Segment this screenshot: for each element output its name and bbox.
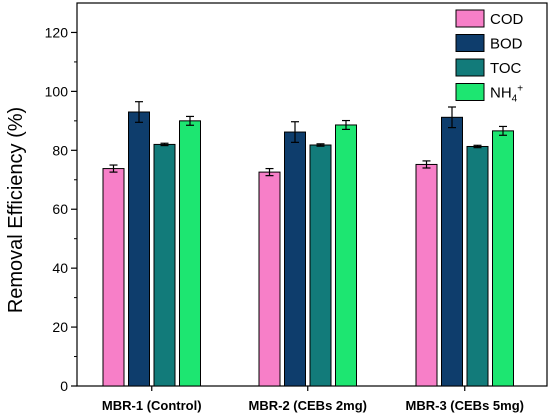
y-tick-label: 40 (52, 260, 68, 276)
legend: COD BOD TOC NH4+ (455, 9, 524, 105)
bar-toc (309, 144, 332, 387)
bar-bod (441, 116, 463, 387)
y-tick-label: 60 (52, 201, 68, 217)
bar-toc (466, 145, 489, 387)
bar-cod (415, 163, 438, 387)
legend-label: BOD (490, 36, 523, 53)
legend-label: NH4+ (490, 84, 523, 105)
y-tick-label: 120 (45, 24, 69, 40)
legend-label: COD (490, 11, 524, 28)
bar-cod (102, 168, 125, 387)
x-tick-label: MBR-2 (CEBs 2mg) (249, 398, 367, 413)
legend-label: TOC (490, 60, 522, 77)
y-tick-label: 20 (52, 319, 68, 335)
bar-cod (258, 171, 281, 387)
legend-label-base: NH (490, 85, 512, 102)
legend-swatch (455, 34, 485, 52)
bar-bod (284, 131, 306, 387)
bar-toc (153, 143, 176, 387)
x-tick-label: MBR-3 (CEBs 5mg) (406, 398, 524, 413)
bar-nh4 (492, 130, 514, 387)
legend-swatch (455, 9, 485, 28)
legend-label-subscript: 4 (512, 94, 518, 105)
bar-bod (128, 111, 150, 387)
legend-swatch (455, 83, 485, 101)
x-tick-label: MBR-1 (Control) (102, 398, 202, 413)
bars-group (102, 101, 514, 387)
y-axis-title: Removal Efficiency (%) (5, 107, 27, 313)
y-tick-label: 100 (45, 83, 69, 99)
y-axis: 0 20 40 60 80 100 120 (45, 24, 77, 394)
y-tick-label: 80 (52, 142, 68, 158)
legend-label-superscript: + (517, 84, 523, 95)
x-axis: MBR-1 (Control) MBR-2 (CEBs 2mg) MBR-3 (CE… (102, 386, 524, 413)
bar-nh4 (335, 124, 357, 387)
legend-swatch (455, 58, 485, 77)
y-tick-label: 0 (60, 378, 68, 394)
bar-nh4 (179, 120, 201, 387)
